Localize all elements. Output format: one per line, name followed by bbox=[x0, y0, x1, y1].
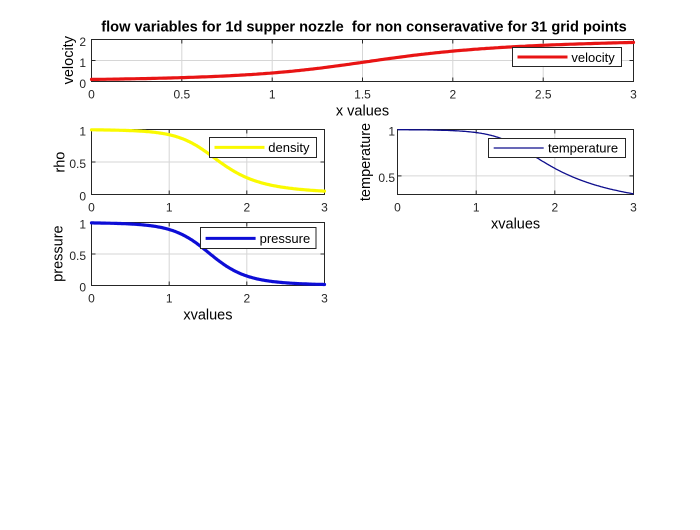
svg-text:pressure: pressure bbox=[51, 225, 67, 281]
svg-text:2: 2 bbox=[551, 200, 558, 214]
svg-text:2: 2 bbox=[243, 291, 250, 305]
svg-text:0: 0 bbox=[88, 291, 95, 305]
svg-text:1.5: 1.5 bbox=[354, 88, 371, 102]
svg-text:2: 2 bbox=[449, 88, 456, 102]
svg-text:1: 1 bbox=[79, 56, 86, 70]
svg-text:0.5: 0.5 bbox=[69, 157, 86, 171]
svg-text:temperature: temperature bbox=[548, 141, 618, 156]
svg-text:xvalues: xvalues bbox=[491, 217, 540, 233]
svg-text:1: 1 bbox=[79, 217, 86, 231]
svg-text:3: 3 bbox=[630, 88, 637, 102]
svg-text:2.5: 2.5 bbox=[535, 88, 552, 102]
svg-text:velocity: velocity bbox=[61, 35, 77, 84]
svg-text:0: 0 bbox=[88, 88, 95, 102]
svg-text:x values: x values bbox=[336, 104, 389, 120]
svg-text:rho: rho bbox=[53, 152, 69, 173]
svg-text:0.5: 0.5 bbox=[378, 171, 395, 185]
svg-text:0: 0 bbox=[79, 280, 86, 294]
svg-text:3: 3 bbox=[321, 200, 328, 214]
svg-text:pressure: pressure bbox=[260, 231, 311, 246]
svg-text:0: 0 bbox=[79, 189, 86, 203]
svg-text:1: 1 bbox=[388, 124, 395, 138]
svg-text:0.5: 0.5 bbox=[173, 88, 190, 102]
svg-text:0: 0 bbox=[88, 200, 95, 214]
svg-text:temperature: temperature bbox=[358, 123, 374, 201]
svg-text:2: 2 bbox=[243, 200, 250, 214]
svg-text:velocity: velocity bbox=[571, 50, 615, 65]
svg-text:1: 1 bbox=[79, 124, 86, 138]
svg-text:0: 0 bbox=[394, 200, 401, 214]
svg-text:1: 1 bbox=[269, 88, 276, 102]
svg-text:1: 1 bbox=[166, 291, 173, 305]
svg-text:0.5: 0.5 bbox=[69, 249, 86, 263]
svg-text:3: 3 bbox=[630, 200, 637, 214]
svg-text:1: 1 bbox=[473, 200, 480, 214]
svg-text:flow variables for 1d supper n: flow variables for 1d supper nozzle for … bbox=[101, 19, 626, 35]
svg-text:1: 1 bbox=[166, 200, 173, 214]
svg-text:xvalues: xvalues bbox=[183, 308, 232, 324]
svg-text:3: 3 bbox=[321, 291, 328, 305]
svg-text:2: 2 bbox=[79, 35, 86, 49]
svg-text:density: density bbox=[268, 140, 310, 155]
svg-text:0: 0 bbox=[79, 77, 86, 91]
